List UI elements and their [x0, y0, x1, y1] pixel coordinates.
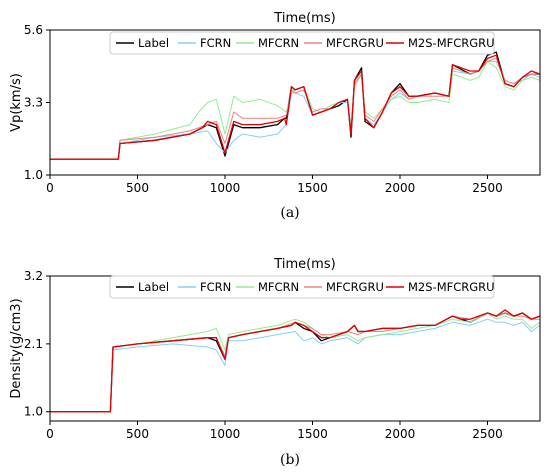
- series-lines: [50, 51, 540, 160]
- x-tick-label: 500: [126, 181, 149, 195]
- y-axis-label: Density(g/cm3): [9, 298, 24, 398]
- x-axis-label: Time(ms): [273, 257, 335, 272]
- legend-entry: Label: [138, 280, 169, 294]
- x-tick-label: 2000: [385, 427, 416, 441]
- y-tick-label: 1.0: [24, 168, 43, 182]
- x-tick-label: 1000: [210, 181, 241, 195]
- legend-entry: MFCRGRU: [326, 36, 384, 50]
- x-tick-label: 1000: [210, 427, 241, 441]
- series-line-m2s-mfcrgru: [50, 54, 540, 160]
- y-axis-label: Vp(km/s): [9, 73, 24, 132]
- y-tick-label: 1.0: [24, 405, 43, 419]
- series-line-fcrn: [50, 61, 540, 160]
- legend: Label FCRN MFCRN MFCRGRU M2S-MFCRGRU: [109, 31, 495, 55]
- x-tick-label: 2500: [472, 181, 503, 195]
- x-tick-label: 500: [126, 427, 149, 441]
- x-axis-label: Time(ms): [273, 11, 335, 26]
- x-tick-label: 1500: [297, 181, 328, 195]
- legend-box: [109, 31, 495, 55]
- legend-entry: MFCRN: [258, 36, 299, 50]
- legend-entry: MFCRGRU: [326, 280, 384, 294]
- y-tick-label: 3.3: [24, 96, 43, 110]
- series-lines: [50, 309, 540, 413]
- x-tick-label: 0: [46, 427, 54, 441]
- series-line-label: [50, 312, 540, 413]
- legend-entry: FCRN: [200, 36, 231, 50]
- x-tick-label: 0: [46, 181, 54, 195]
- legend-entry: M2S-MFCRGRU: [408, 280, 495, 294]
- chart-panel-b: 0 500 1000 1500 2000 2500 1.0 2.1 3.2 Time(ms) Den…: [9, 257, 541, 468]
- series-line-mfcrn: [50, 312, 540, 413]
- legend-entry: MFCRN: [258, 280, 299, 294]
- series-line-m2s-mfcrgru: [50, 309, 540, 413]
- x-tick-label: 2000: [385, 181, 416, 195]
- series-line-fcrn: [50, 318, 540, 413]
- x-tick-label: 2500: [472, 427, 503, 441]
- series-line-mfcrn: [50, 61, 540, 160]
- x-tick-label: 1500: [297, 427, 328, 441]
- legend: Label FCRN MFCRN MFCRGRU M2S-MFCRGRU: [109, 275, 495, 299]
- legend-entry: M2S-MFCRGRU: [408, 36, 495, 50]
- series-line-mfcrgru: [50, 312, 540, 413]
- y-tick-label: 2.1: [24, 337, 43, 351]
- panel-caption: (b): [280, 452, 300, 468]
- legend-entry: FCRN: [200, 280, 231, 294]
- legend-entry: Label: [138, 36, 169, 50]
- panel-caption: (a): [280, 205, 299, 221]
- y-tick-label: 3.2: [24, 269, 43, 283]
- y-tick-label: 5.6: [24, 23, 43, 37]
- legend-box: [109, 275, 495, 299]
- chart-panel-a: 0 500 1000 1500 2000 2500 1.0 3.3 5.6 Time(ms) Vp(…: [9, 11, 541, 221]
